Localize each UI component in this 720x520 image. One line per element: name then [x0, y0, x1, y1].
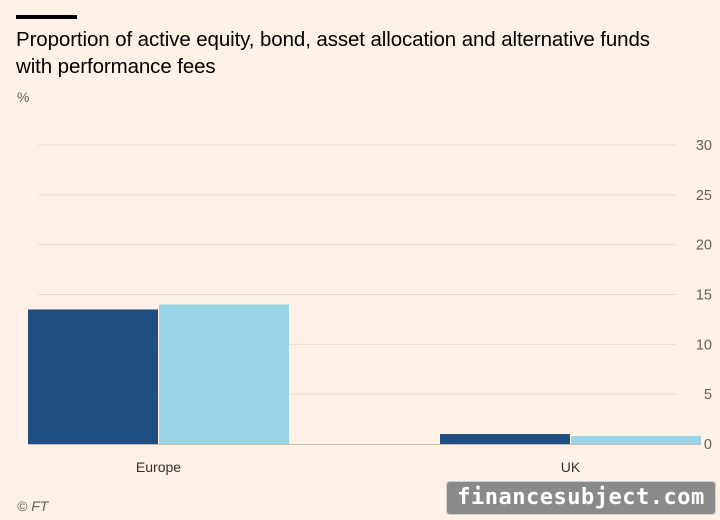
- chart-title: Proportion of active equity, bond, asset…: [16, 28, 650, 78]
- x-category-label: UK: [561, 459, 581, 475]
- y-tick-label: 10: [696, 337, 712, 353]
- y-axis-unit-label: %: [17, 89, 30, 105]
- y-tick-label: 20: [696, 238, 712, 254]
- watermark-badge: financesubject.com: [446, 481, 716, 515]
- x-category-label: Europe: [136, 459, 181, 475]
- bar-uk-series-1: [440, 434, 570, 444]
- source-credit: © FT: [17, 498, 49, 514]
- watermark-text: financesubject.com: [457, 485, 705, 510]
- y-tick-label: 15: [696, 288, 712, 304]
- bar-europe-series-1: [28, 309, 158, 444]
- title-accent-rule: [16, 15, 77, 19]
- axes: 0 5 10 15 20 25 30 Europe UK: [28, 138, 712, 475]
- y-tick-label: 30: [696, 138, 712, 154]
- y-tick-label: 5: [704, 387, 712, 403]
- y-tick-label: 0: [704, 437, 712, 453]
- y-tick-label: 25: [696, 188, 712, 204]
- bar-uk-series-2: [571, 436, 701, 444]
- bars: [28, 304, 701, 444]
- bar-europe-series-2: [159, 304, 289, 444]
